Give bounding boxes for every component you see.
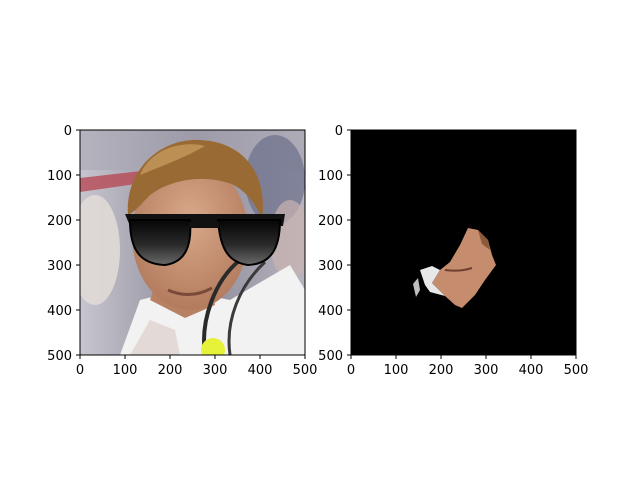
y-tick-label: 200 (318, 214, 343, 229)
left-plot-frame (79, 129, 306, 356)
left-photo (80, 130, 305, 355)
y-tick-label: 100 (318, 169, 343, 184)
y-tick-label: 500 (47, 349, 72, 364)
x-tick-label: 400 (248, 363, 273, 378)
x-tick-label: 500 (564, 363, 589, 378)
axis-ticks: 0 100 200 300 400 500 0 100 200 300 400 500 0 100 200 3… (47, 124, 588, 378)
x-tick-label: 300 (474, 363, 499, 378)
x-tick-label: 0 (347, 363, 355, 378)
y-tick-label: 0 (64, 124, 72, 139)
x-tick-label: 100 (113, 363, 138, 378)
y-tick-label: 200 (47, 214, 72, 229)
right-masked-image (351, 130, 576, 355)
x-tick-label: 300 (203, 363, 228, 378)
y-tick-label: 500 (318, 349, 343, 364)
x-tick-label: 400 (519, 363, 544, 378)
x-tick-label: 200 (429, 363, 454, 378)
x-tick-label: 500 (293, 363, 318, 378)
y-tick-label: 100 (47, 169, 72, 184)
right-plot-frame (350, 129, 577, 356)
y-tick-label: 400 (47, 304, 72, 319)
y-tick-label: 300 (318, 259, 343, 274)
y-tick-label: 400 (318, 304, 343, 319)
x-tick-label: 0 (76, 363, 84, 378)
x-tick-label: 100 (384, 363, 409, 378)
x-tick-label: 200 (158, 363, 183, 378)
y-tick-label: 0 (335, 124, 343, 139)
y-tick-label: 300 (47, 259, 72, 274)
